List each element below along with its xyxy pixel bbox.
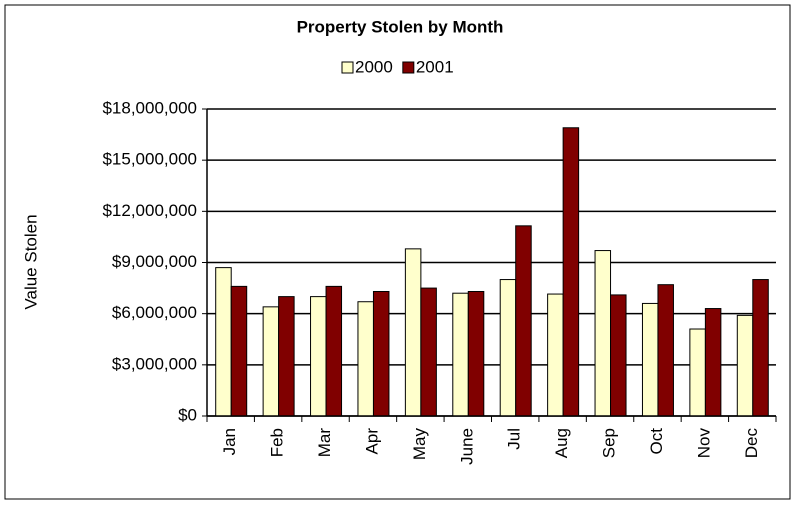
y-tick-label: $18,000,000 (102, 98, 197, 117)
bar (357, 301, 374, 417)
y-tick-label: $15,000,000 (102, 150, 197, 169)
y-tick-label: $0 (178, 405, 197, 424)
x-tick-label: Feb (268, 428, 287, 457)
bar (310, 296, 327, 417)
bar (641, 302, 659, 417)
x-tick-label: Oct (647, 428, 666, 455)
bar (467, 290, 485, 417)
legend-swatch (341, 61, 354, 74)
bar (420, 287, 437, 417)
x-tick-label: May (410, 428, 429, 461)
bar (547, 293, 564, 417)
y-tick-label: $9,000,000 (112, 252, 197, 271)
chart-title: Property Stolen by Month (297, 17, 504, 36)
bar (230, 285, 248, 417)
y-axis-label: Value Stolen (21, 214, 40, 309)
bar (278, 296, 295, 417)
bar (262, 306, 280, 417)
y-tick-label: $12,000,000 (102, 201, 197, 220)
bar (736, 314, 754, 417)
bar (610, 294, 627, 417)
x-tick-label: Nov (694, 428, 713, 459)
x-tick-label: Jul (505, 428, 524, 450)
x-tick-label: Sep (600, 428, 619, 458)
bar (452, 292, 469, 417)
x-tick-label: June (457, 428, 476, 465)
x-tick-label: Dec (742, 428, 761, 459)
bar (704, 308, 722, 417)
y-tick-label: $6,000,000 (112, 303, 197, 322)
bar (215, 267, 232, 417)
x-tick-label: Mar (315, 428, 334, 458)
legend-label: 2001 (416, 57, 454, 76)
bar (562, 127, 580, 417)
bar (689, 328, 706, 417)
y-tick-label: $3,000,000 (112, 354, 197, 373)
legend-label: 2000 (355, 57, 393, 76)
bar (752, 279, 769, 417)
bar (499, 279, 517, 417)
bar (657, 284, 674, 417)
legend-swatch (402, 61, 415, 74)
x-tick-label: Aug (552, 428, 571, 458)
bar (404, 248, 422, 417)
bar (515, 225, 532, 417)
bar (325, 285, 343, 417)
x-tick-label: Jan (220, 428, 239, 455)
bar (594, 250, 612, 417)
x-tick-label: Apr (362, 428, 381, 455)
bar (372, 290, 390, 417)
